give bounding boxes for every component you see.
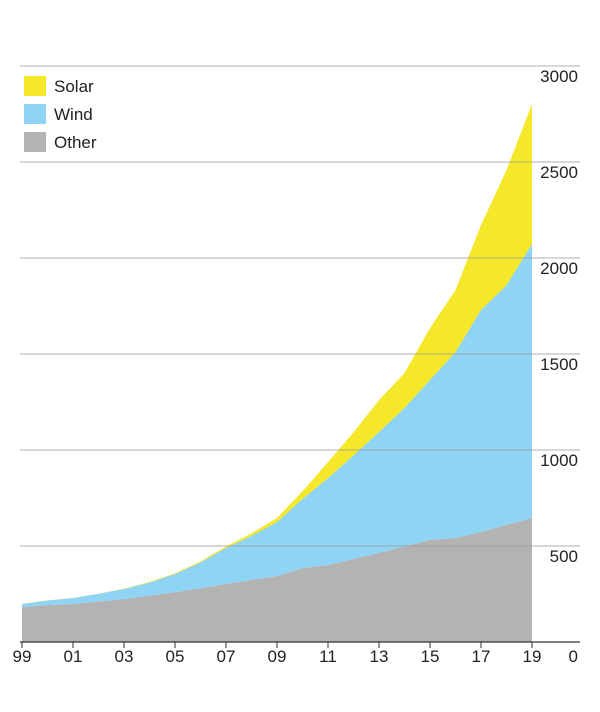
x-tick-label: 05 [166,647,185,666]
x-tick-label: 15 [421,647,440,666]
x-tick-label: 19 [523,647,542,666]
y-tick-label: 500 [550,547,578,566]
legend-swatch [24,76,46,96]
x-tick-label: 07 [217,647,236,666]
y-tick-label: 2500 [540,163,578,182]
x-tick-label: 17 [472,647,491,666]
legend-label: Wind [54,105,93,124]
legend-swatch [24,104,46,124]
x-tick-label: 13 [370,647,389,666]
legend-swatch [24,132,46,152]
legend-label: Other [54,133,97,152]
legend-label: Solar [54,77,94,96]
y-tick-label: 1500 [540,355,578,374]
y-tick-label: 3000 [540,67,578,86]
y-tick-label: 2000 [540,259,578,278]
x-tick-label: 03 [115,647,134,666]
y-tick-label: 0 [569,647,578,666]
x-tick-label: 09 [268,647,287,666]
area [22,517,532,642]
y-tick-label: 1000 [540,451,578,470]
area [22,243,532,608]
x-tick-label: 11 [319,647,337,666]
x-tick-label: 99 [13,647,32,666]
x-tick-label: 01 [64,647,83,666]
